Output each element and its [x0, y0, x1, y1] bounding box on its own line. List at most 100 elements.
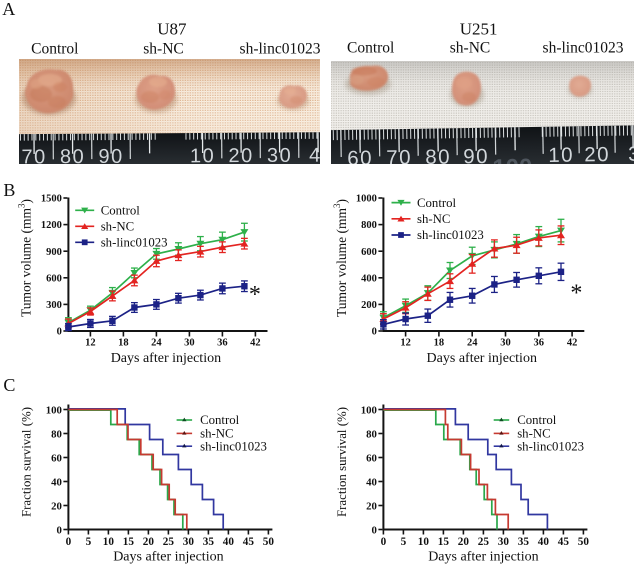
svg-text:Days after injection: Days after injection	[113, 550, 223, 565]
svg-text:4: 4	[309, 145, 320, 167]
svg-text:45: 45	[558, 536, 570, 548]
svg-text:Control: Control	[347, 40, 394, 57]
svg-text:100: 100	[361, 405, 377, 417]
svg-text:35: 35	[518, 536, 530, 548]
svg-text:Days after injection: Days after injection	[427, 351, 537, 366]
svg-text:sh-linc01023: sh-linc01023	[240, 41, 321, 58]
svg-text:20: 20	[143, 536, 155, 548]
svg-text:40: 40	[223, 536, 235, 548]
svg-text:90: 90	[98, 146, 123, 168]
svg-text:600: 600	[46, 273, 62, 284]
svg-text:Days after injection: Days after injection	[111, 351, 221, 366]
svg-text:10: 10	[103, 536, 115, 548]
svg-text:Control: Control	[101, 204, 141, 218]
svg-text:sh-linc01023: sh-linc01023	[101, 236, 168, 250]
svg-text:*: *	[570, 281, 582, 307]
svg-text:900: 900	[46, 247, 62, 258]
svg-text:Control: Control	[200, 413, 240, 427]
svg-text:20: 20	[228, 145, 253, 167]
svg-text:80: 80	[425, 145, 451, 168]
svg-text:400: 400	[361, 273, 377, 284]
svg-text:Tumor volume (mm3): Tumor volume (mm3)	[332, 199, 349, 317]
svg-text:B: B	[3, 180, 15, 200]
svg-text:70: 70	[386, 146, 412, 169]
svg-text:Control: Control	[517, 413, 557, 427]
svg-text:10: 10	[548, 144, 574, 167]
svg-text:sh-NC: sh-NC	[417, 212, 450, 226]
svg-text:40: 40	[538, 536, 550, 548]
svg-text:30: 30	[267, 145, 292, 167]
svg-text:36: 36	[217, 338, 228, 349]
svg-text:0: 0	[56, 525, 61, 537]
svg-text:60: 60	[366, 453, 377, 465]
svg-text:100: 100	[46, 405, 62, 417]
svg-text:12: 12	[85, 338, 96, 349]
svg-text:sh-linc01023: sh-linc01023	[543, 40, 624, 57]
svg-text:20: 20	[458, 536, 470, 548]
svg-text:Days after injection: Days after injection	[428, 550, 538, 565]
svg-text:800: 800	[361, 220, 377, 231]
svg-text:10: 10	[418, 536, 430, 548]
svg-text:sh-linc01023: sh-linc01023	[417, 228, 484, 242]
svg-text:24: 24	[151, 338, 162, 349]
svg-text:60: 60	[51, 453, 62, 465]
svg-text:5: 5	[401, 536, 407, 548]
svg-text:18: 18	[118, 338, 129, 349]
svg-text:15: 15	[123, 536, 135, 548]
svg-text:25: 25	[163, 536, 175, 548]
svg-text:3: 3	[628, 143, 634, 166]
svg-text:15: 15	[438, 536, 450, 548]
svg-text:80: 80	[51, 429, 62, 441]
svg-text:C: C	[3, 375, 15, 395]
svg-text:25: 25	[478, 536, 490, 548]
svg-text:5: 5	[86, 536, 92, 548]
svg-text:10: 10	[190, 145, 215, 167]
svg-text:300: 300	[46, 300, 62, 311]
svg-text:30: 30	[500, 338, 511, 349]
svg-text:60: 60	[347, 147, 373, 170]
svg-text:70: 70	[21, 146, 46, 168]
svg-text:sh-linc01023: sh-linc01023	[517, 439, 584, 453]
svg-text:90: 90	[463, 145, 489, 168]
svg-text:12: 12	[400, 338, 411, 349]
svg-text:sh-NC: sh-NC	[450, 40, 490, 57]
svg-text:0: 0	[372, 327, 377, 338]
svg-text:1500: 1500	[41, 194, 62, 205]
svg-text:U87: U87	[157, 20, 187, 39]
svg-text:1200: 1200	[41, 220, 62, 231]
svg-text:80: 80	[60, 146, 85, 168]
svg-text:sh-linc01023: sh-linc01023	[200, 439, 267, 453]
svg-text:20: 20	[51, 501, 62, 513]
svg-text:35: 35	[203, 536, 215, 548]
svg-text:100: 100	[492, 154, 532, 182]
svg-text:0: 0	[371, 525, 376, 537]
svg-text:0: 0	[57, 327, 62, 338]
svg-text:sh-NC: sh-NC	[200, 427, 233, 441]
svg-text:Control: Control	[417, 196, 457, 210]
svg-text:600: 600	[361, 247, 377, 258]
svg-text:42: 42	[567, 338, 578, 349]
svg-text:Fraction survival (%): Fraction survival (%)	[19, 407, 34, 517]
svg-text:U251: U251	[460, 20, 498, 39]
svg-text:0: 0	[381, 536, 387, 548]
svg-text:30: 30	[498, 536, 510, 548]
svg-text:A: A	[2, 0, 15, 19]
svg-text:sh-NC: sh-NC	[517, 427, 550, 441]
svg-text:45: 45	[243, 536, 255, 548]
svg-text:0: 0	[66, 536, 72, 548]
svg-text:sh-NC: sh-NC	[101, 220, 134, 234]
svg-text:50: 50	[578, 536, 590, 548]
svg-text:1000: 1000	[356, 194, 377, 205]
svg-text:36: 36	[534, 338, 545, 349]
svg-text:200: 200	[361, 300, 377, 311]
svg-text:*: *	[249, 282, 261, 308]
svg-text:40: 40	[51, 477, 62, 489]
svg-text:20: 20	[584, 143, 610, 166]
svg-text:18: 18	[434, 338, 445, 349]
svg-text:20: 20	[366, 501, 377, 513]
svg-text:24: 24	[467, 338, 478, 349]
svg-text:40: 40	[366, 477, 377, 489]
svg-text:30: 30	[183, 536, 195, 548]
svg-text:Control: Control	[31, 41, 78, 58]
svg-text:42: 42	[250, 338, 261, 349]
